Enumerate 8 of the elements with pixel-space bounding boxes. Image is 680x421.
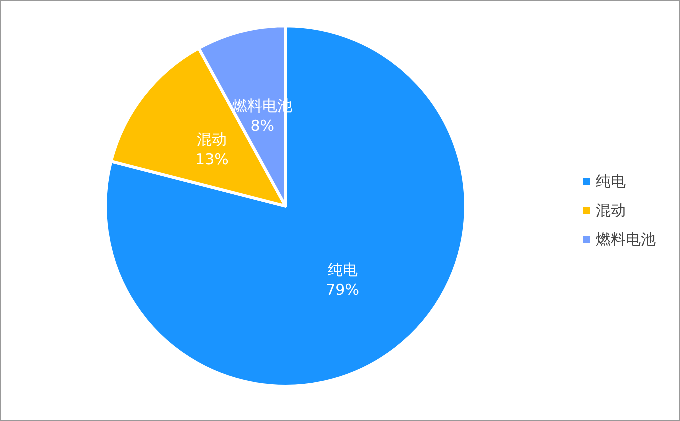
legend-label: 纯电 [596,172,626,190]
data-label: 79% [326,280,360,299]
slice-label: 纯电 [328,260,358,279]
data-label: 8% [250,117,275,136]
legend-label: 混动 [596,202,626,220]
legend-label: 燃料电池 [596,230,656,248]
slice-label: 混动 [197,130,228,148]
data-label: 13% [196,150,229,168]
